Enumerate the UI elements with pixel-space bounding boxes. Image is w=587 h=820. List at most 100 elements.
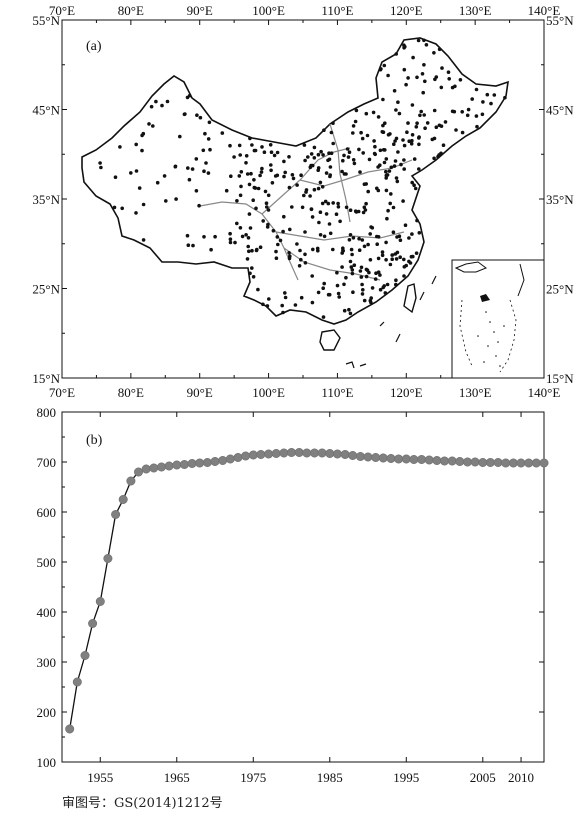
station-dot [324, 212, 329, 216]
station-dot [244, 154, 249, 158]
lon-label-bottom: 140°E [528, 385, 561, 400]
lat-label-left: 25°N [32, 282, 60, 297]
station-dot [321, 153, 325, 157]
station-dot [366, 189, 371, 194]
lon-label-top: 130°E [459, 3, 492, 18]
station-dot [112, 205, 117, 210]
station-dot [283, 295, 288, 300]
data-point: 2007: 699 [493, 457, 503, 467]
data-point: 1978: 717 [271, 448, 281, 458]
station-dot [489, 101, 493, 106]
station-dot [323, 199, 328, 204]
data-point: 1984: 718 [317, 448, 327, 458]
station-dot [287, 185, 292, 190]
station-dot [265, 304, 270, 308]
y-tick-label: 500 [37, 555, 57, 570]
station-dot [443, 120, 448, 124]
station-dot [358, 269, 363, 273]
station-dot [147, 122, 151, 126]
station-dot [430, 137, 435, 142]
station-dot [349, 247, 354, 252]
station-dot [410, 232, 414, 236]
station-dot [394, 282, 398, 287]
station-dot [269, 163, 273, 167]
station-dot [194, 157, 199, 161]
station-dot [303, 230, 307, 234]
station-dot [376, 270, 381, 275]
station-dot [437, 47, 442, 52]
station-dot [353, 119, 358, 124]
lon-label-bottom: 70°E [49, 385, 75, 400]
station-dot [380, 253, 385, 258]
station-dot [348, 259, 353, 264]
data-point: 1992: 708 [378, 453, 388, 463]
lat-label-right: 25°N [546, 282, 574, 297]
station-dot [281, 229, 285, 234]
station-dot [421, 90, 426, 95]
station-dot [306, 155, 310, 159]
station-dot [414, 125, 419, 129]
station-dot [402, 257, 406, 262]
station-dot [360, 282, 364, 287]
x-tick-label: 2010 [508, 770, 534, 785]
station-dot [390, 253, 395, 257]
station-dot [98, 161, 102, 165]
station-dot [391, 205, 396, 210]
lon-label-bottom: 120°E [390, 385, 423, 400]
inset-island-dot [495, 355, 497, 357]
data-point: 1977: 716 [264, 449, 274, 459]
inset-island-dot [477, 335, 479, 337]
station-dot [347, 238, 352, 242]
station-dot [206, 137, 211, 141]
data-point: 1991: 709 [371, 452, 381, 462]
station-dot [409, 142, 414, 146]
station-dot [394, 52, 399, 56]
station-dot [351, 290, 355, 295]
station-dot [280, 303, 285, 308]
data-point: 2009: 698 [508, 458, 518, 468]
station-dot [251, 275, 256, 279]
station-dot [342, 172, 347, 176]
station-dot [405, 130, 409, 134]
y-tick-label: 800 [37, 405, 57, 420]
station-dot [407, 139, 412, 143]
station-dot [474, 87, 479, 92]
data-point: 1963: 690 [157, 462, 167, 472]
station-dot [154, 99, 158, 104]
station-dot [410, 133, 415, 137]
station-dot [401, 199, 405, 203]
station-dot [331, 247, 335, 252]
station-dot [342, 153, 346, 158]
station-dot [361, 210, 366, 215]
lat-label-left: 45°N [32, 103, 60, 118]
station-dot [386, 208, 390, 213]
x-tick-label: 1975 [240, 770, 266, 785]
station-dot [361, 288, 365, 292]
station-dot [312, 156, 317, 160]
station-dot [415, 218, 419, 223]
station-dot [235, 199, 239, 203]
station-dot [190, 167, 195, 171]
inset-island-dot [493, 331, 495, 333]
station-dot [256, 287, 260, 292]
station-dot [245, 172, 250, 176]
station-dot [310, 300, 315, 305]
data-point: 2005: 699 [478, 457, 488, 467]
station-dot [364, 201, 368, 206]
station-dot [248, 136, 252, 141]
station-dot [282, 174, 286, 179]
lon-label-top: 110°E [321, 3, 353, 18]
station-dot [376, 165, 380, 169]
station-dot [415, 75, 419, 80]
data-point: 1974: 712 [241, 451, 251, 461]
station-dot [318, 233, 323, 237]
station-dot [331, 141, 336, 146]
station-dot [331, 121, 335, 125]
station-dot [352, 161, 357, 166]
station-dot [293, 303, 298, 307]
station-dot [357, 248, 362, 252]
station-dot [402, 46, 406, 50]
data-point: 2002: 701 [455, 456, 465, 466]
